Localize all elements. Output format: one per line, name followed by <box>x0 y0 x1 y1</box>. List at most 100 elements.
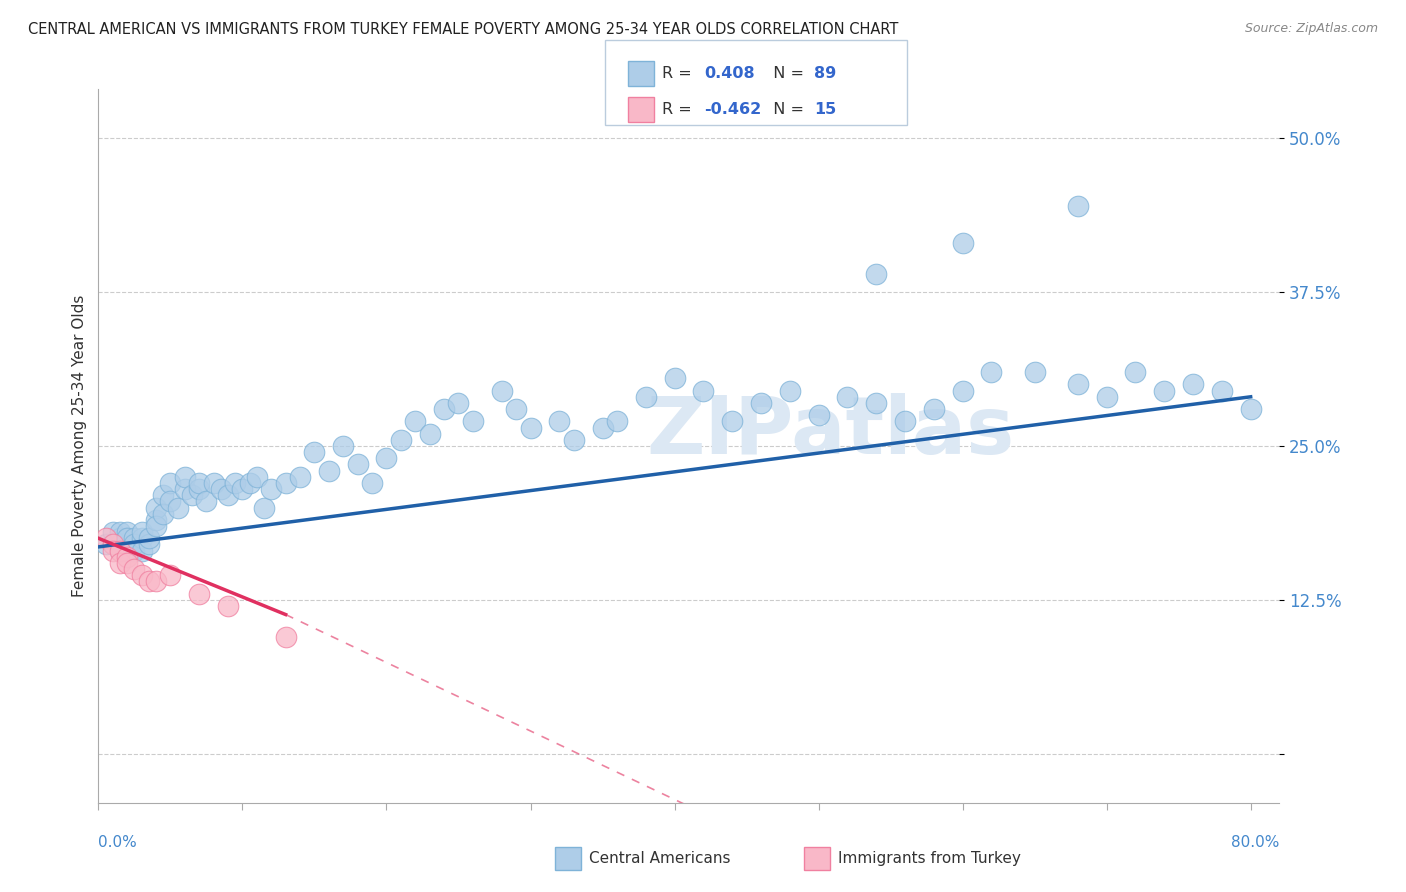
Point <box>195 494 218 508</box>
Text: Source: ZipAtlas.com: Source: ZipAtlas.com <box>1244 22 1378 36</box>
Point <box>1125 365 1147 379</box>
Point <box>181 488 204 502</box>
Point <box>664 371 686 385</box>
Point <box>138 574 160 589</box>
Point <box>779 384 801 398</box>
Point <box>519 420 541 434</box>
Point <box>217 488 239 502</box>
Point <box>224 475 246 490</box>
Point <box>152 507 174 521</box>
Point <box>606 414 628 428</box>
Point <box>108 531 131 545</box>
Point <box>202 475 225 490</box>
Point <box>145 500 167 515</box>
Text: 89: 89 <box>814 66 837 81</box>
Text: 0.0%: 0.0% <box>98 836 138 850</box>
Point <box>131 531 153 545</box>
Point <box>108 537 131 551</box>
Point <box>131 543 153 558</box>
Point <box>166 500 188 515</box>
Point <box>239 475 262 490</box>
Text: -0.462: -0.462 <box>704 102 762 117</box>
Point <box>124 562 146 576</box>
Point <box>115 531 138 545</box>
Point <box>433 402 456 417</box>
Point <box>101 537 124 551</box>
Point <box>101 537 124 551</box>
Point <box>1153 384 1175 398</box>
Point <box>274 630 297 644</box>
Text: Immigrants from Turkey: Immigrants from Turkey <box>838 851 1021 865</box>
Point <box>865 267 887 281</box>
Text: CENTRAL AMERICAN VS IMMIGRANTS FROM TURKEY FEMALE POVERTY AMONG 25-34 YEAR OLDS : CENTRAL AMERICAN VS IMMIGRANTS FROM TURK… <box>28 22 898 37</box>
Point <box>1067 199 1090 213</box>
Text: 0.408: 0.408 <box>704 66 755 81</box>
Point <box>1024 365 1046 379</box>
Point <box>108 543 131 558</box>
Text: Central Americans: Central Americans <box>589 851 731 865</box>
Point <box>721 414 744 428</box>
Point <box>115 543 138 558</box>
Point <box>375 451 398 466</box>
Point <box>922 402 945 417</box>
Text: R =: R = <box>662 102 697 117</box>
Point <box>304 445 326 459</box>
Point <box>209 482 232 496</box>
Point <box>108 525 131 540</box>
Point <box>807 409 830 423</box>
Point <box>188 475 211 490</box>
Point <box>115 525 138 540</box>
Point <box>152 488 174 502</box>
Point <box>318 464 340 478</box>
Point <box>94 537 117 551</box>
Point <box>260 482 283 496</box>
Point <box>274 475 297 490</box>
Point <box>548 414 571 428</box>
Point <box>115 543 138 558</box>
Point <box>1240 402 1263 417</box>
Point <box>332 439 354 453</box>
Point <box>253 500 276 515</box>
Point <box>138 531 160 545</box>
Point <box>173 469 195 483</box>
Point <box>288 469 311 483</box>
Point <box>562 433 585 447</box>
Point <box>692 384 714 398</box>
Point <box>980 365 1002 379</box>
Text: 80.0%: 80.0% <box>1232 836 1279 850</box>
Point <box>188 587 211 601</box>
Point <box>491 384 513 398</box>
Point <box>115 556 138 570</box>
Point <box>346 458 368 472</box>
Point <box>447 396 470 410</box>
Text: N =: N = <box>763 102 810 117</box>
Point <box>159 568 181 582</box>
Point <box>461 414 484 428</box>
Point <box>592 420 614 434</box>
Text: ZIPatlas: ZIPatlas <box>647 392 1015 471</box>
Point <box>361 475 384 490</box>
Point <box>115 549 138 564</box>
Point <box>952 384 974 398</box>
Point <box>108 556 131 570</box>
Point <box>894 414 917 428</box>
Point <box>159 494 181 508</box>
Point <box>115 531 138 545</box>
Text: R =: R = <box>662 66 697 81</box>
Point <box>952 235 974 250</box>
Point <box>419 426 441 441</box>
Point <box>188 482 211 496</box>
Point <box>837 390 859 404</box>
Point <box>131 525 153 540</box>
Point <box>1067 377 1090 392</box>
Text: N =: N = <box>763 66 810 81</box>
Point <box>124 537 146 551</box>
Point <box>101 537 124 551</box>
Point <box>145 513 167 527</box>
Point <box>1211 384 1233 398</box>
Point <box>404 414 426 428</box>
Point <box>173 482 195 496</box>
Point <box>634 390 657 404</box>
Point <box>124 543 146 558</box>
Point <box>101 543 124 558</box>
